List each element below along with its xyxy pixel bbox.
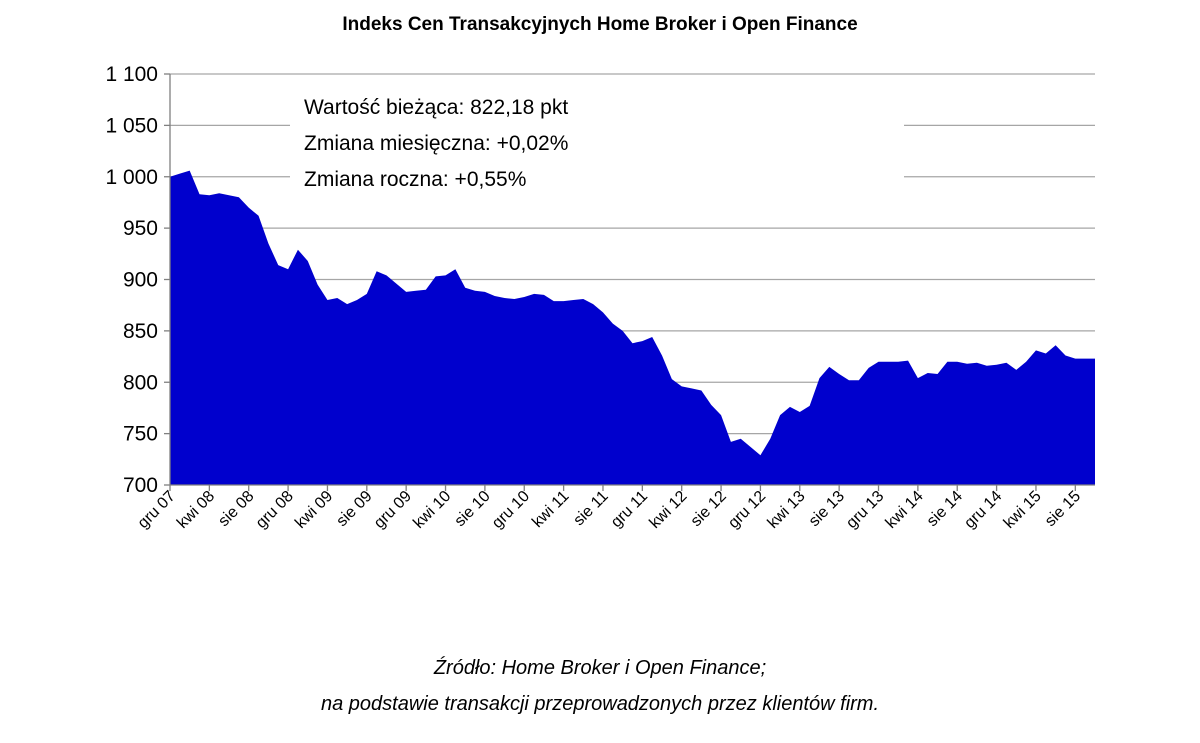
x-tick-label: sie 10 [452, 488, 494, 530]
x-tick-label: gru 08 [253, 488, 297, 532]
y-tick-label: 1 100 [105, 63, 158, 86]
annotation-box: Wartość bieżąca: 822,18 pkt Zmiana miesi… [290, 90, 904, 198]
x-tick-label: kwi 08 [174, 488, 218, 532]
x-tick-label: gru 12 [725, 488, 769, 532]
y-tick-label: 1 050 [105, 114, 158, 137]
x-tick-label: sie 08 [215, 488, 257, 530]
y-tick-label: 850 [123, 320, 158, 343]
area-series-fill [170, 170, 1095, 485]
axes [164, 73, 1095, 491]
annotation-yearly-change: Zmiana roczna: +0,55% [304, 168, 527, 191]
x-tick-label: kwi 09 [292, 488, 336, 532]
x-tick-label: kwi 10 [410, 488, 454, 532]
x-tick-label: gru 10 [489, 488, 533, 532]
source-note-line-2: na podstawie transakcji przeprowadzonych… [320, 693, 880, 715]
y-tick-label: 1 000 [105, 166, 158, 189]
annotation-monthly-change: Zmiana miesięczna: +0,02% [304, 132, 569, 155]
x-tick-label: gru 09 [371, 488, 415, 532]
x-tick-label: gru 14 [961, 488, 1005, 532]
x-tick-label: gru 11 [608, 488, 651, 531]
x-tick-label: sie 14 [924, 488, 966, 530]
x-tick-label: sie 11 [570, 488, 611, 529]
annotation-current-value: Wartość bieżąca: 822,18 pkt [304, 96, 569, 119]
y-tick-label: 900 [123, 269, 158, 292]
y-tick-label: 750 [123, 423, 158, 446]
x-tick-label: sie 15 [1042, 488, 1084, 530]
x-tick-label: kwi 12 [646, 488, 690, 532]
x-tick-label: kwi 11 [529, 488, 572, 531]
y-tick-label: 700 [123, 474, 158, 497]
chart-title: Indeks Cen Transakcyjnych Home Broker i … [342, 14, 858, 35]
x-tick-label: kwi 13 [765, 488, 809, 532]
x-tick-label: kwi 14 [883, 488, 927, 532]
y-tick-labels: 700 750 800 850 900 950 1 000 1 050 1 100 [105, 63, 158, 497]
source-note-line-1: Źródło: Home Broker i Open Finance; [433, 657, 767, 679]
x-tick-label: sie 13 [806, 488, 848, 530]
x-tick-label: sie 09 [333, 488, 375, 530]
area-series [170, 170, 1095, 485]
x-tick-label: kwi 15 [1001, 488, 1045, 532]
y-tick-label: 950 [123, 217, 158, 240]
y-tick-label: 800 [123, 371, 158, 394]
x-tick-label: gru 13 [843, 488, 887, 532]
x-tick-label: sie 12 [688, 488, 730, 530]
